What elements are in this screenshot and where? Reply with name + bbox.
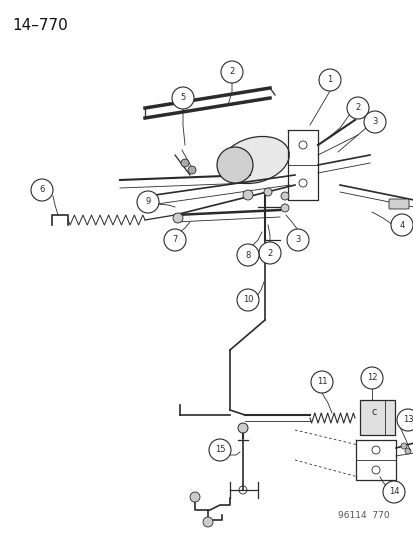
Text: 7: 7 (172, 236, 177, 245)
Text: 4: 4 (399, 221, 404, 230)
Text: 3: 3 (294, 236, 300, 245)
Circle shape (236, 289, 259, 311)
Text: 6: 6 (39, 185, 45, 195)
Text: 12: 12 (366, 374, 376, 383)
Text: 1: 1 (327, 76, 332, 85)
Text: 8: 8 (245, 251, 250, 260)
Circle shape (390, 214, 412, 236)
Text: 11: 11 (316, 377, 326, 386)
Text: 2: 2 (354, 103, 360, 112)
Circle shape (404, 448, 410, 454)
FancyBboxPatch shape (388, 199, 408, 209)
Circle shape (202, 517, 212, 527)
Ellipse shape (220, 136, 289, 183)
Text: 96114  770: 96114 770 (337, 511, 389, 520)
Circle shape (286, 229, 308, 251)
Circle shape (237, 423, 247, 433)
Text: 5: 5 (180, 93, 185, 102)
Text: c: c (371, 407, 377, 417)
Circle shape (180, 159, 189, 167)
Text: 14: 14 (388, 488, 398, 497)
Circle shape (137, 191, 159, 213)
Text: 2: 2 (267, 248, 272, 257)
Circle shape (188, 166, 195, 174)
Text: 14–770: 14–770 (12, 18, 68, 33)
Circle shape (216, 147, 252, 183)
Circle shape (190, 492, 199, 502)
Circle shape (280, 204, 288, 212)
Text: 9: 9 (145, 198, 150, 206)
Circle shape (280, 192, 288, 200)
Circle shape (173, 213, 183, 223)
Circle shape (259, 242, 280, 264)
Circle shape (236, 244, 259, 266)
Circle shape (400, 443, 406, 449)
Circle shape (346, 97, 368, 119)
FancyBboxPatch shape (359, 400, 394, 435)
Circle shape (242, 190, 252, 200)
Text: 13: 13 (402, 416, 412, 424)
Text: 15: 15 (214, 446, 225, 455)
Circle shape (360, 367, 382, 389)
Text: 10: 10 (242, 295, 253, 304)
Circle shape (263, 188, 271, 196)
Circle shape (310, 371, 332, 393)
Circle shape (171, 87, 194, 109)
Circle shape (31, 179, 53, 201)
Circle shape (363, 111, 385, 133)
Text: 3: 3 (371, 117, 377, 126)
Circle shape (382, 481, 404, 503)
Circle shape (221, 61, 242, 83)
Circle shape (209, 439, 230, 461)
Text: 2: 2 (229, 68, 234, 77)
Circle shape (164, 229, 185, 251)
Circle shape (396, 409, 413, 431)
Circle shape (318, 69, 340, 91)
